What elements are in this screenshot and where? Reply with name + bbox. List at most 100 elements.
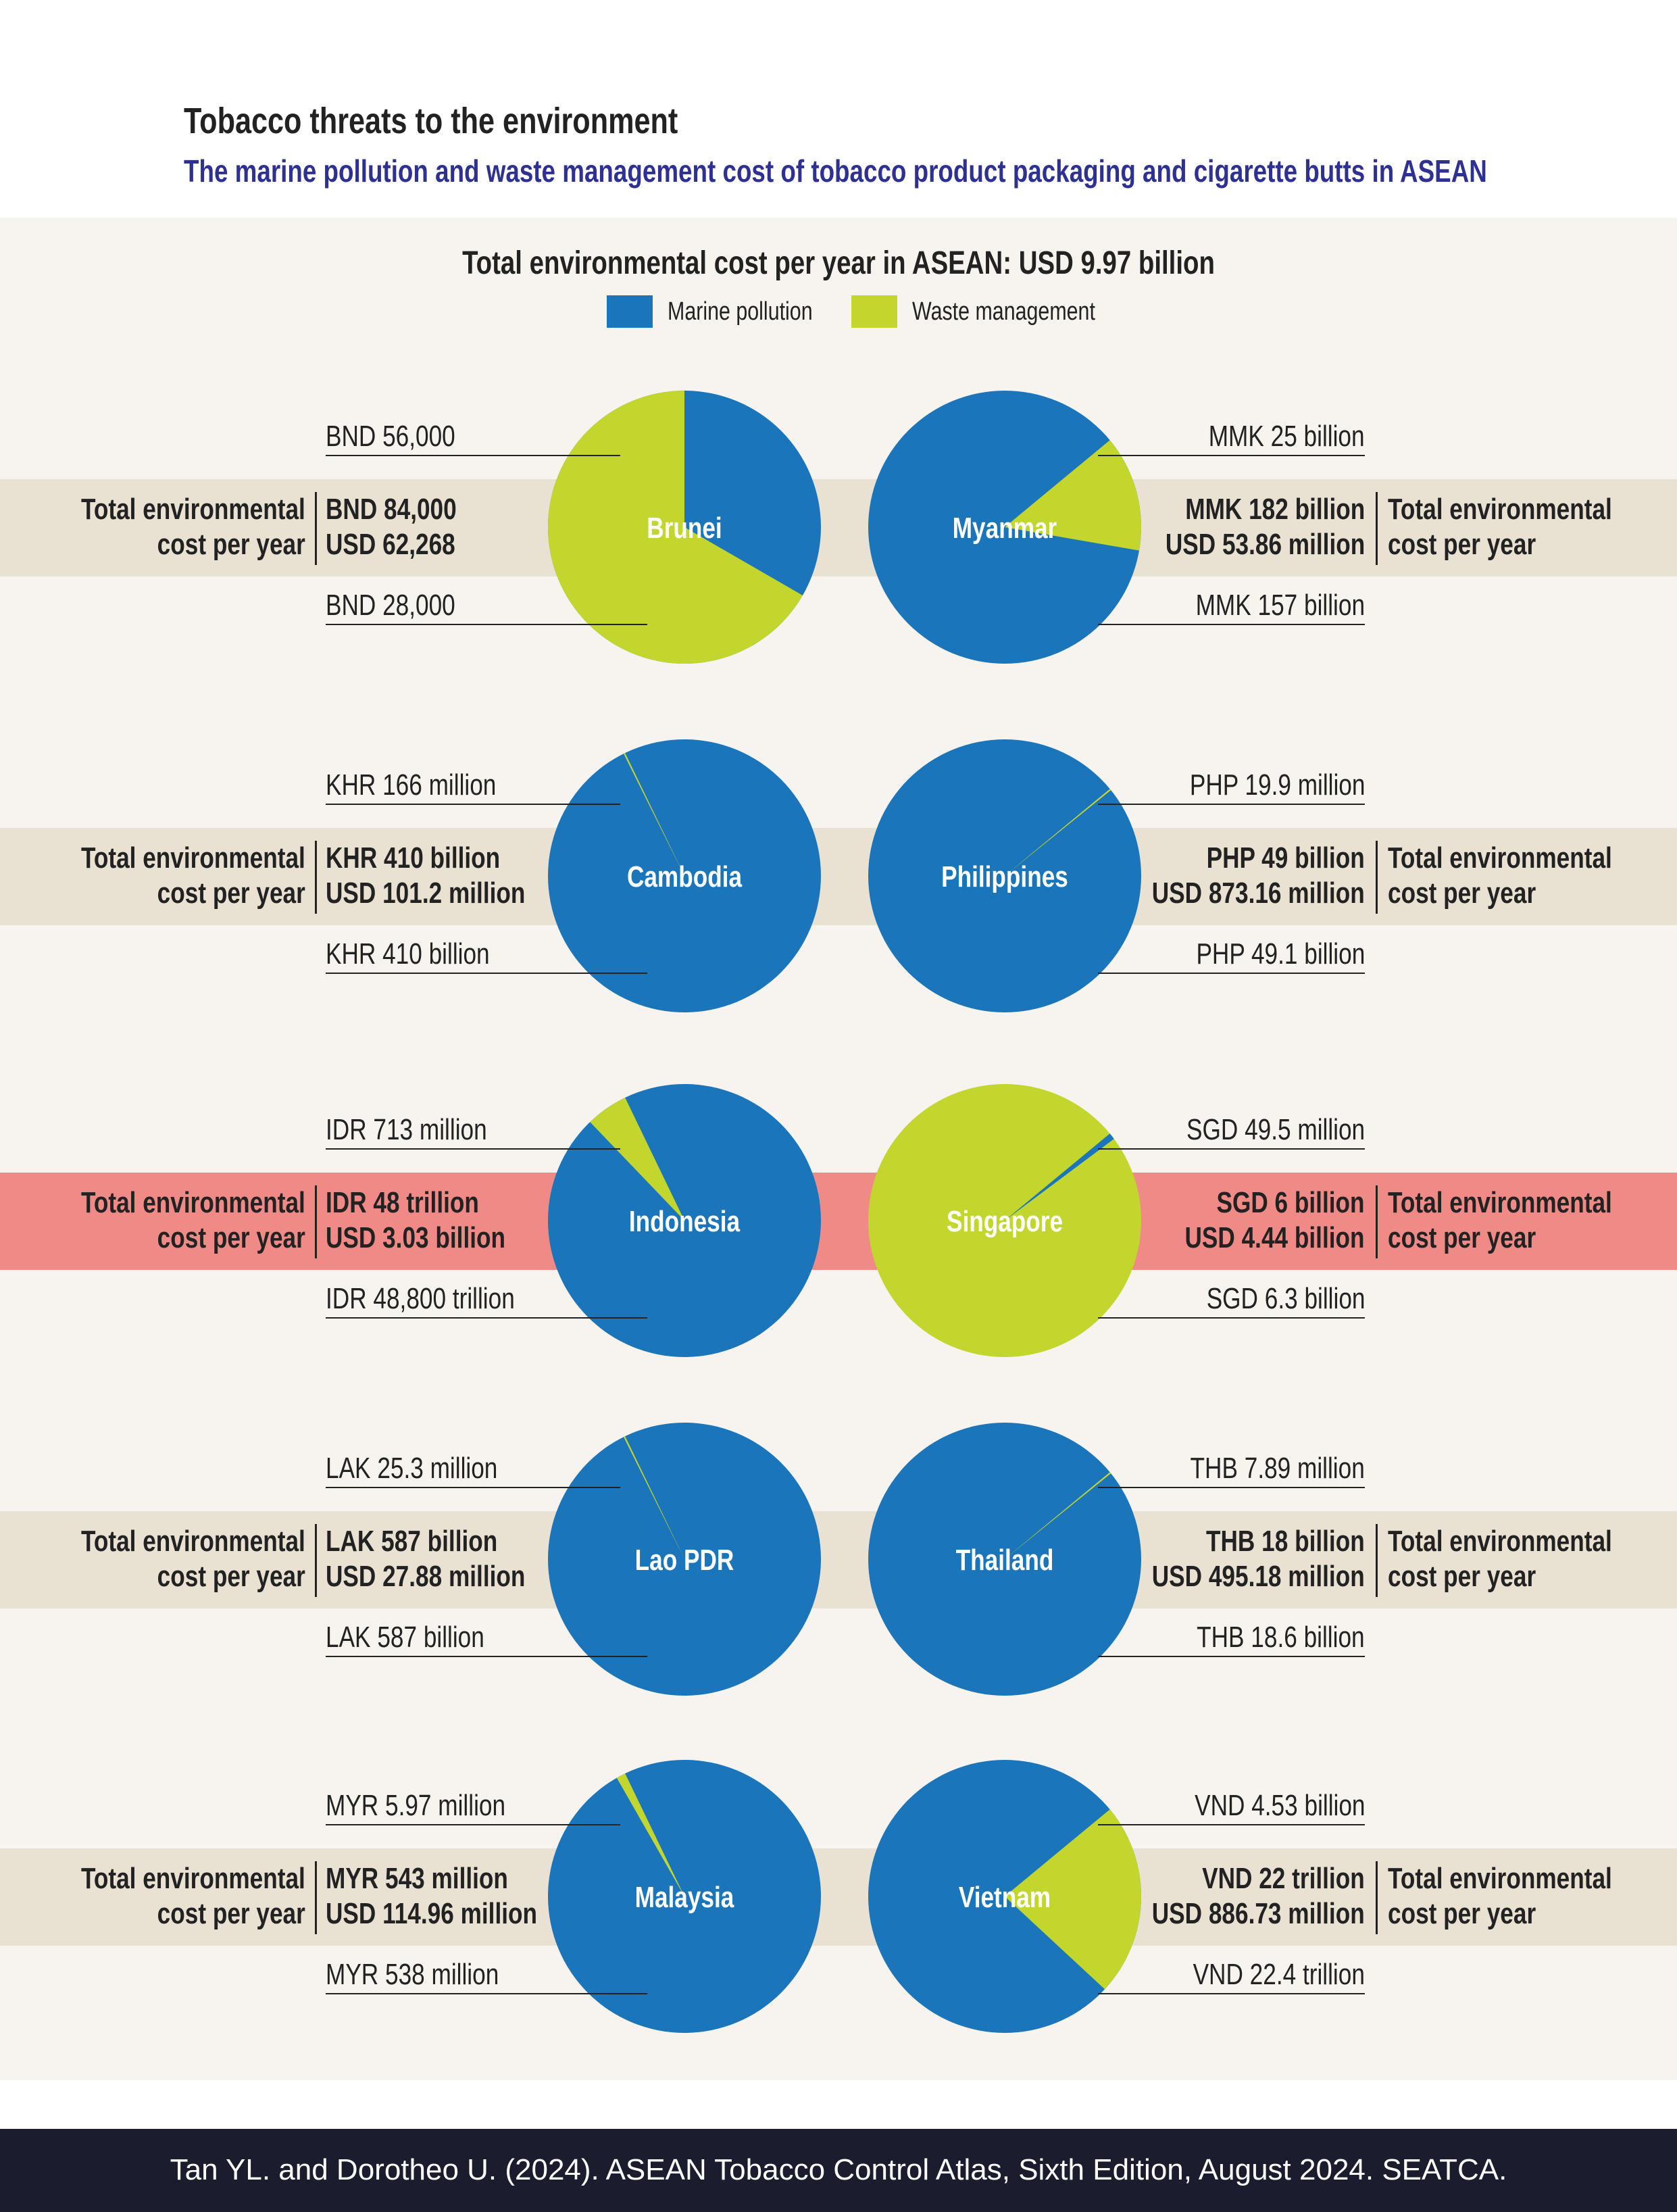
waste-value-vietnam: VND 4.53 billion bbox=[1194, 1789, 1365, 1822]
pie-label-brunei: Brunei bbox=[647, 512, 722, 545]
total-local-indonesia: IDR 48 trillion bbox=[326, 1186, 479, 1219]
total-label-line1: Total environmental bbox=[1388, 1525, 1612, 1558]
total-usd-myanmar: USD 53.86 million bbox=[1165, 528, 1365, 561]
total-label-line2: cost per year bbox=[157, 1897, 305, 1930]
total-label-line1: Total environmental bbox=[1388, 1862, 1612, 1895]
total-label-line1: Total environmental bbox=[81, 1862, 305, 1895]
total-label-indonesia: Total environmental cost per year bbox=[81, 1185, 305, 1256]
pie-label-myanmar: Myanmar bbox=[953, 512, 1057, 545]
total-label-line1: Total environmental bbox=[1388, 1186, 1612, 1219]
total-label-line2: cost per year bbox=[1388, 1221, 1536, 1254]
marine-value-cambodia: KHR 410 billion bbox=[326, 937, 490, 970]
total-band bbox=[0, 479, 1677, 576]
total-label-line1: Total environmental bbox=[1388, 493, 1612, 526]
total-value-singapore: SGD 6 billion USD 4.44 billion bbox=[1185, 1185, 1365, 1256]
marine-value-brunei: BND 28,000 bbox=[326, 589, 455, 622]
total-value-indonesia: IDR 48 trillion USD 3.03 billion bbox=[326, 1185, 505, 1256]
total-local-vietnam: VND 22 trillion bbox=[1202, 1862, 1365, 1895]
total-value-vietnam: VND 22 trillion USD 886.73 million bbox=[1152, 1861, 1365, 1932]
total-label-line1: Total environmental bbox=[81, 841, 305, 875]
total-label-line2: cost per year bbox=[157, 528, 305, 561]
total-label-line2: cost per year bbox=[157, 1221, 305, 1254]
total-label-line2: cost per year bbox=[1388, 528, 1536, 561]
total-separator-lao-pdr bbox=[315, 1524, 317, 1597]
marine-value-vietnam: VND 22.4 trillion bbox=[1193, 1958, 1365, 1991]
legend-swatch-marine bbox=[607, 295, 653, 328]
marine-value-myanmar: MMK 157 billion bbox=[1195, 589, 1365, 622]
total-label-line1: Total environmental bbox=[1388, 841, 1612, 875]
waste-value-myanmar: MMK 25 billion bbox=[1209, 420, 1365, 453]
total-label-myanmar: Total environmental cost per year bbox=[1388, 492, 1612, 562]
total-usd-cambodia: USD 101.2 million bbox=[326, 877, 526, 910]
total-usd-thailand: USD 495.18 million bbox=[1152, 1560, 1365, 1593]
legend-label-marine: Marine pollution bbox=[668, 297, 813, 326]
marine-value-malaysia: MYR 538 million bbox=[326, 1958, 499, 1991]
total-band bbox=[0, 828, 1677, 925]
legend-item-marine: Marine pollution bbox=[607, 295, 849, 328]
total-label-line1: Total environmental bbox=[81, 1186, 305, 1219]
total-local-malaysia: MYR 543 million bbox=[326, 1862, 508, 1895]
page-title: Tobacco threats to the environment bbox=[184, 101, 678, 141]
waste-value-philippines: PHP 19.9 million bbox=[1189, 768, 1365, 802]
pie-slice-waste-brunei bbox=[548, 391, 803, 664]
pie-slice-waste-malaysia bbox=[616, 1773, 684, 1896]
total-value-myanmar: MMK 182 billion USD 53.86 million bbox=[1166, 492, 1365, 562]
waste-value-brunei: BND 56,000 bbox=[326, 420, 455, 453]
total-usd-vietnam: USD 886.73 million bbox=[1152, 1897, 1365, 1930]
total-label-thailand: Total environmental cost per year bbox=[1388, 1524, 1612, 1594]
total-label-vietnam: Total environmental cost per year bbox=[1388, 1861, 1612, 1932]
waste-value-malaysia: MYR 5.97 million bbox=[326, 1789, 506, 1822]
total-label-line2: cost per year bbox=[157, 877, 305, 910]
pie-slice-waste-indonesia bbox=[590, 1098, 684, 1221]
legend-item-waste: Waste management bbox=[851, 295, 1141, 328]
total-label-brunei: Total environmental cost per year bbox=[81, 492, 305, 562]
total-usd-philippines: USD 873.16 million bbox=[1152, 877, 1365, 910]
total-separator-cambodia bbox=[315, 841, 317, 914]
pie-label-cambodia: Cambodia bbox=[627, 860, 743, 893]
waste-value-indonesia: IDR 713 million bbox=[326, 1113, 487, 1146]
pie-slice-waste-cambodia bbox=[623, 753, 684, 876]
marine-value-lao-pdr: LAK 587 billion bbox=[326, 1621, 484, 1654]
total-band bbox=[0, 1848, 1677, 1946]
pie-slice-waste-vietnam bbox=[1005, 1809, 1141, 1990]
total-label-malaysia: Total environmental cost per year bbox=[81, 1861, 305, 1932]
total-band bbox=[0, 1511, 1677, 1608]
waste-value-lao-pdr: LAK 25.3 million bbox=[326, 1452, 498, 1485]
total-separator-thailand bbox=[1376, 1524, 1378, 1597]
total-separator-singapore bbox=[1376, 1185, 1378, 1258]
marine-value-indonesia: IDR 48,800 trillion bbox=[326, 1282, 515, 1315]
total-separator-myanmar bbox=[1376, 492, 1378, 565]
marine-value-singapore: SGD 6.3 billion bbox=[1206, 1282, 1365, 1315]
pie-label-thailand: Thailand bbox=[956, 1544, 1054, 1577]
total-label-philippines: Total environmental cost per year bbox=[1388, 841, 1612, 911]
total-value-malaysia: MYR 543 million USD 114.96 million bbox=[326, 1861, 537, 1932]
pie-slice-waste-thailand bbox=[1005, 1472, 1111, 1559]
total-usd-singapore: USD 4.44 billion bbox=[1184, 1221, 1365, 1254]
pie-slice-marine-singapore bbox=[1005, 1133, 1114, 1221]
total-value-philippines: PHP 49 billion USD 873.16 million bbox=[1152, 841, 1365, 911]
total-local-cambodia: KHR 410 billion bbox=[326, 841, 501, 875]
total-separator-vietnam bbox=[1376, 1861, 1378, 1934]
total-label-cambodia: Total environmental cost per year bbox=[81, 841, 305, 911]
total-usd-indonesia: USD 3.03 billion bbox=[326, 1221, 506, 1254]
total-label-line2: cost per year bbox=[1388, 1897, 1536, 1930]
total-band bbox=[0, 1173, 1677, 1270]
waste-value-cambodia: KHR 166 million bbox=[326, 768, 497, 802]
total-usd-brunei: USD 62,268 bbox=[326, 528, 455, 561]
total-label-singapore: Total environmental cost per year bbox=[1388, 1185, 1612, 1256]
pie-label-vietnam: Vietnam bbox=[959, 1881, 1051, 1914]
pie-label-singapore: Singapore bbox=[947, 1205, 1063, 1238]
waste-value-thailand: THB 7.89 million bbox=[1190, 1452, 1365, 1485]
total-value-cambodia: KHR 410 billion USD 101.2 million bbox=[326, 841, 525, 911]
pie-label-malaysia: Malaysia bbox=[635, 1881, 734, 1914]
footer-bar: Tan YL. and Dorotheo U. (2024). ASEAN To… bbox=[0, 2129, 1677, 2212]
pie-slice-waste-myanmar bbox=[1005, 440, 1141, 551]
total-value-thailand: THB 18 billion USD 495.18 million bbox=[1152, 1524, 1365, 1594]
pie-slice-waste-philippines bbox=[1005, 789, 1111, 876]
pie-label-indonesia: Indonesia bbox=[629, 1205, 741, 1238]
pie-label-lao-pdr: Lao PDR bbox=[635, 1544, 734, 1577]
total-separator-indonesia bbox=[315, 1185, 317, 1258]
total-value-brunei: BND 84,000 USD 62,268 bbox=[326, 492, 457, 562]
total-value-lao-pdr: LAK 587 billion USD 27.88 million bbox=[326, 1524, 525, 1594]
